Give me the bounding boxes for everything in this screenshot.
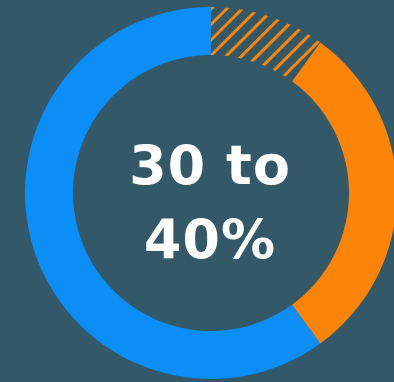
donut-slice-hatched — [211, 7, 321, 82]
center-label-line-2: 40% — [143, 208, 277, 271]
donut-slice-blue — [24, 7, 321, 379]
donut-slice-orange — [292, 42, 394, 344]
center-label-line-1: 30 to — [129, 134, 291, 197]
